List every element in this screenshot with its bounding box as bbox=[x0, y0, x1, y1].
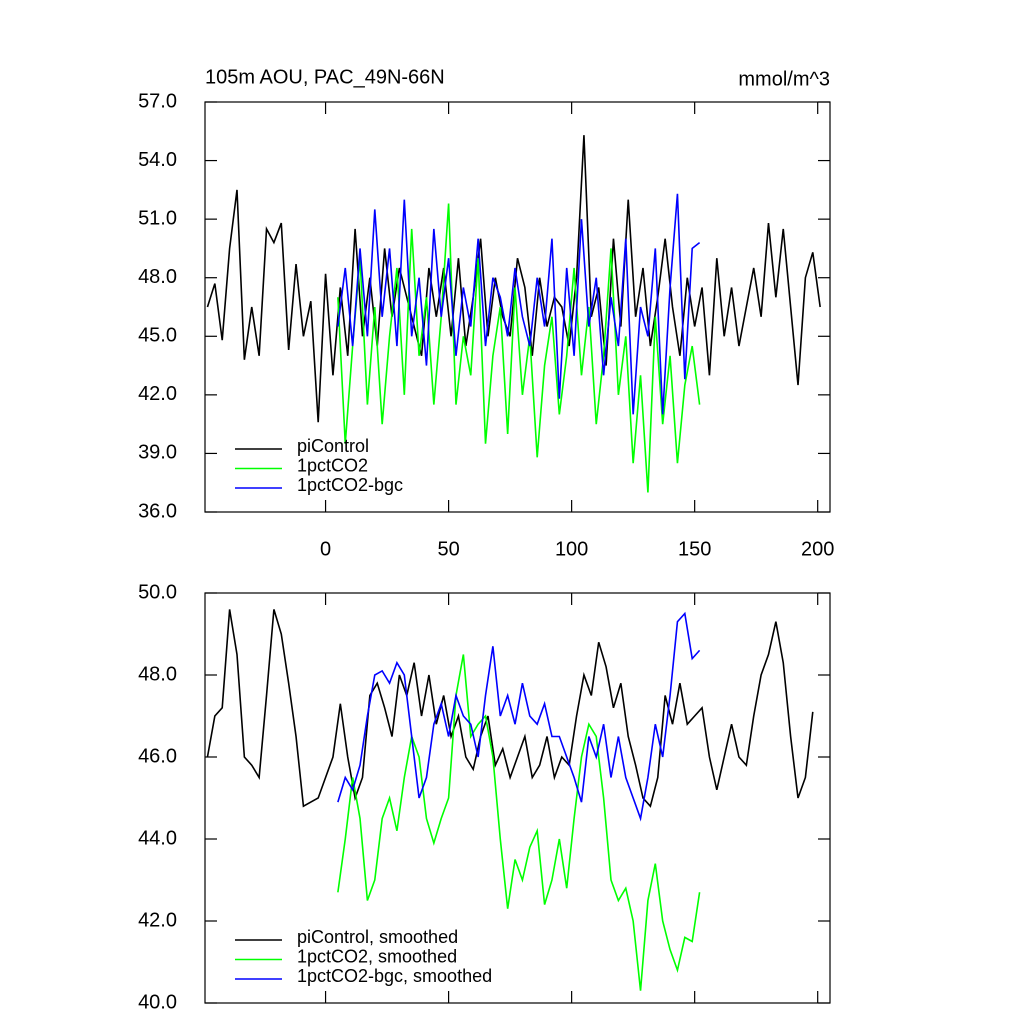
series-line bbox=[337, 203, 701, 493]
y-tick-label: 42.0 bbox=[138, 383, 177, 405]
x-tick-label: 50 bbox=[437, 538, 459, 560]
series-line bbox=[337, 611, 701, 822]
y-tick-label: 45.0 bbox=[138, 325, 177, 347]
y-tick-label: 46.0 bbox=[138, 745, 177, 767]
y-tick-label: 57.0 bbox=[138, 90, 177, 112]
series-line bbox=[206, 609, 814, 808]
series-line bbox=[337, 654, 701, 991]
y-tick-label: 51.0 bbox=[138, 207, 177, 229]
legend-label: 1pctCO2-bgc bbox=[297, 475, 403, 495]
y-tick-label: 48.0 bbox=[138, 663, 177, 685]
y-tick-label: 39.0 bbox=[138, 442, 177, 464]
y-tick-label: 54.0 bbox=[138, 149, 177, 171]
legend-label: piControl bbox=[297, 436, 369, 456]
x-tick-label: 200 bbox=[801, 538, 834, 560]
legend-label: 1pctCO2 bbox=[297, 455, 368, 475]
x-tick-label: 150 bbox=[678, 538, 711, 560]
units-label: mmol/m^3 bbox=[738, 68, 830, 90]
plot-frame bbox=[204, 592, 831, 1004]
x-tick-label: 0 bbox=[320, 538, 331, 560]
y-tick-label: 40.0 bbox=[138, 991, 177, 1013]
y-tick-label: 36.0 bbox=[138, 500, 177, 522]
x-tick-label: 100 bbox=[555, 538, 588, 560]
legend-label: piControl, smoothed bbox=[297, 927, 458, 947]
y-tick-label: 44.0 bbox=[138, 827, 177, 849]
chart-title: 105m AOU, PAC_49N-66N bbox=[205, 66, 445, 88]
legend-label: 1pctCO2, smoothed bbox=[297, 946, 457, 966]
plot-frame bbox=[204, 101, 831, 513]
y-tick-label: 48.0 bbox=[138, 266, 177, 288]
y-tick-label: 50.0 bbox=[138, 581, 177, 603]
legend-label: 1pctCO2-bgc, smoothed bbox=[297, 966, 492, 986]
series-line bbox=[337, 193, 701, 415]
y-tick-label: 42.0 bbox=[138, 909, 177, 931]
